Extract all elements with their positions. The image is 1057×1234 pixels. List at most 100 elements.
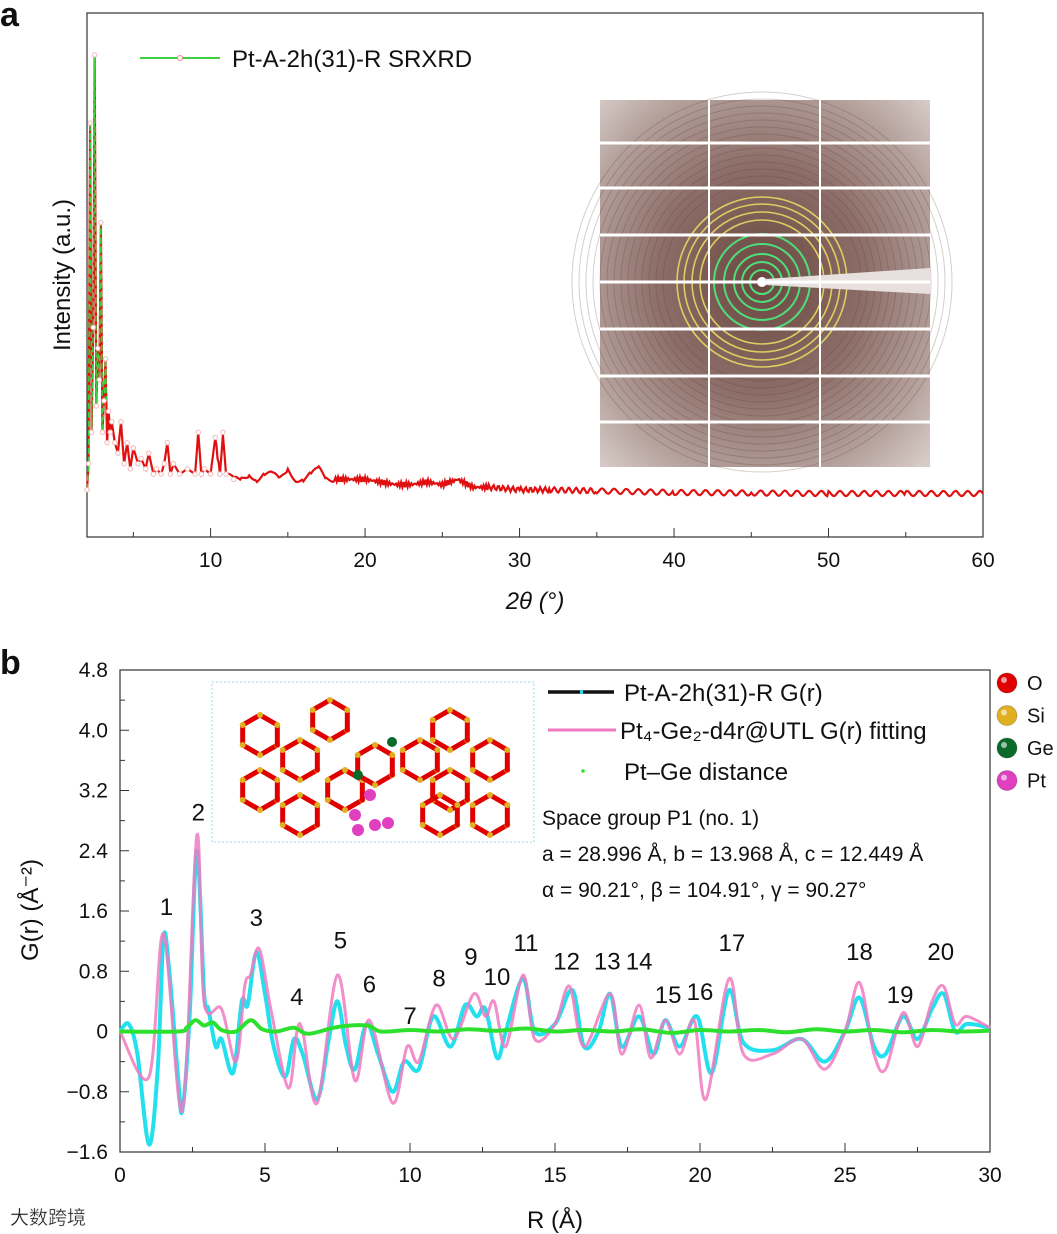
si-atom [239, 777, 246, 783]
legend-label-ptge: Pt–Ge distance [624, 759, 788, 786]
xrd-point [153, 466, 160, 472]
si-atom [239, 722, 246, 728]
o-bond [400, 737, 423, 753]
xrd-point [102, 356, 109, 362]
xrd-x-tick-label: 40 [662, 549, 685, 572]
si-atom [257, 807, 263, 813]
si-atom [344, 707, 351, 713]
o-bond [240, 742, 263, 758]
o-bond [420, 792, 443, 808]
pdf-y-tick-label: 2.4 [79, 840, 109, 863]
si-atom [469, 747, 476, 753]
xrd-line-low-angle [86, 54, 108, 490]
o-bond [342, 797, 365, 813]
xrd-point [201, 466, 208, 472]
si-atom [297, 737, 303, 743]
o-bond [487, 792, 510, 808]
xrd-point [127, 466, 133, 472]
o-bond [240, 767, 263, 783]
sphere-highlight [1001, 677, 1007, 683]
o-bond [257, 767, 280, 783]
si-atom [257, 712, 263, 718]
xrd-point [118, 419, 124, 425]
si-atom [487, 737, 493, 743]
xrd-point [115, 450, 121, 456]
peak-label: 9 [464, 944, 477, 971]
o-bond [310, 727, 333, 743]
si-atom [372, 782, 378, 788]
xrd-point [107, 429, 113, 435]
panel-label-b: b [0, 644, 21, 682]
xrd-x-tick-label: 50 [817, 549, 840, 572]
pdf-y-tick-label: −1.6 [67, 1141, 108, 1164]
peak-label: 20 [927, 939, 954, 966]
xrd-point [90, 324, 96, 331]
pdf-y-tick-label: 3.2 [79, 780, 108, 803]
fit-gr-line [118, 832, 991, 1113]
ptge-distance-line [119, 1018, 991, 1036]
peak-label: 15 [655, 982, 682, 1009]
si-atom [487, 832, 493, 838]
lattice-angles-text: α = 90.21°, β = 104.91°, γ = 90.27° [542, 879, 866, 902]
xrd-point [192, 471, 198, 477]
si-atom [447, 747, 453, 753]
si-atom [314, 747, 321, 753]
pt-atom [382, 817, 394, 829]
atom-si-sphere-icon [996, 705, 1018, 726]
si-atom [469, 822, 476, 828]
si-atom [487, 792, 493, 798]
peak-label: 17 [719, 930, 746, 957]
legend-label-experimental: Pt-A-2h(31)-R G(r) [624, 680, 823, 707]
atom-legend: O Si Ge Pt [996, 672, 1054, 793]
o-bond [437, 792, 460, 808]
xrd-point [112, 439, 118, 446]
si-atom [372, 742, 378, 748]
si-atom [279, 802, 286, 808]
si-atom [417, 777, 423, 783]
detector-gridlines [600, 100, 930, 467]
si-atom [257, 752, 263, 758]
o-bond [325, 797, 348, 813]
si-atom [327, 737, 333, 743]
o-bond [430, 737, 453, 753]
xrd-point [138, 455, 144, 462]
xrd-point [104, 439, 110, 446]
si-atom [429, 717, 436, 723]
si-atom [279, 747, 286, 753]
pdf-y-tick-label: 0 [96, 1021, 108, 1044]
si-atom [239, 797, 246, 803]
pdf-y-tick-label: −0.8 [67, 1081, 108, 1104]
si-atom [464, 777, 471, 783]
xrd-point [92, 52, 98, 58]
pdf-chart: 0 5 10 15 20 25 30−1.6−0.800.81.62.43.24.04.8 … [16, 659, 1054, 1234]
sphere-highlight [1001, 774, 1007, 781]
o-bond [430, 797, 453, 813]
ge-atom [387, 737, 397, 747]
si-atom [309, 707, 316, 713]
si-atom [279, 822, 286, 828]
pdf-y-tick-label: 1.6 [79, 900, 108, 923]
o-bond [280, 767, 303, 783]
o-bond [417, 767, 440, 783]
pdf-x-tick-label: 5 [259, 1164, 271, 1187]
pdf-x-tick-label: 30 [978, 1164, 1001, 1187]
sphere-highlight [1001, 742, 1007, 748]
lattice-lengths-text: a = 28.996 Å, b = 13.968 Å, c = 12.449 Å [542, 843, 923, 866]
pdf-x-tick-label: 15 [543, 1164, 566, 1187]
peak-label: 11 [514, 930, 539, 957]
xrd-point [93, 403, 99, 409]
o-bond [297, 767, 320, 783]
o-bond [470, 767, 493, 783]
xrd-point [96, 377, 103, 383]
peak-label: 12 [553, 949, 580, 976]
pt-atom [349, 809, 361, 821]
si-atom [429, 737, 436, 743]
faint-ring [592, 112, 932, 452]
peak-label: 18 [846, 939, 873, 966]
xrd-chart: 10 20 30 40 50 60 Pt-A-2h(31)-R SRXRD Intensi… [49, 12, 995, 615]
peak-label: 5 [334, 928, 347, 955]
xrd-point [164, 439, 171, 446]
xrd-point [105, 408, 112, 414]
xrd-x-ticks: 10 20 30 40 50 60 [132, 528, 995, 572]
atom-pt-sphere-icon [996, 770, 1018, 791]
